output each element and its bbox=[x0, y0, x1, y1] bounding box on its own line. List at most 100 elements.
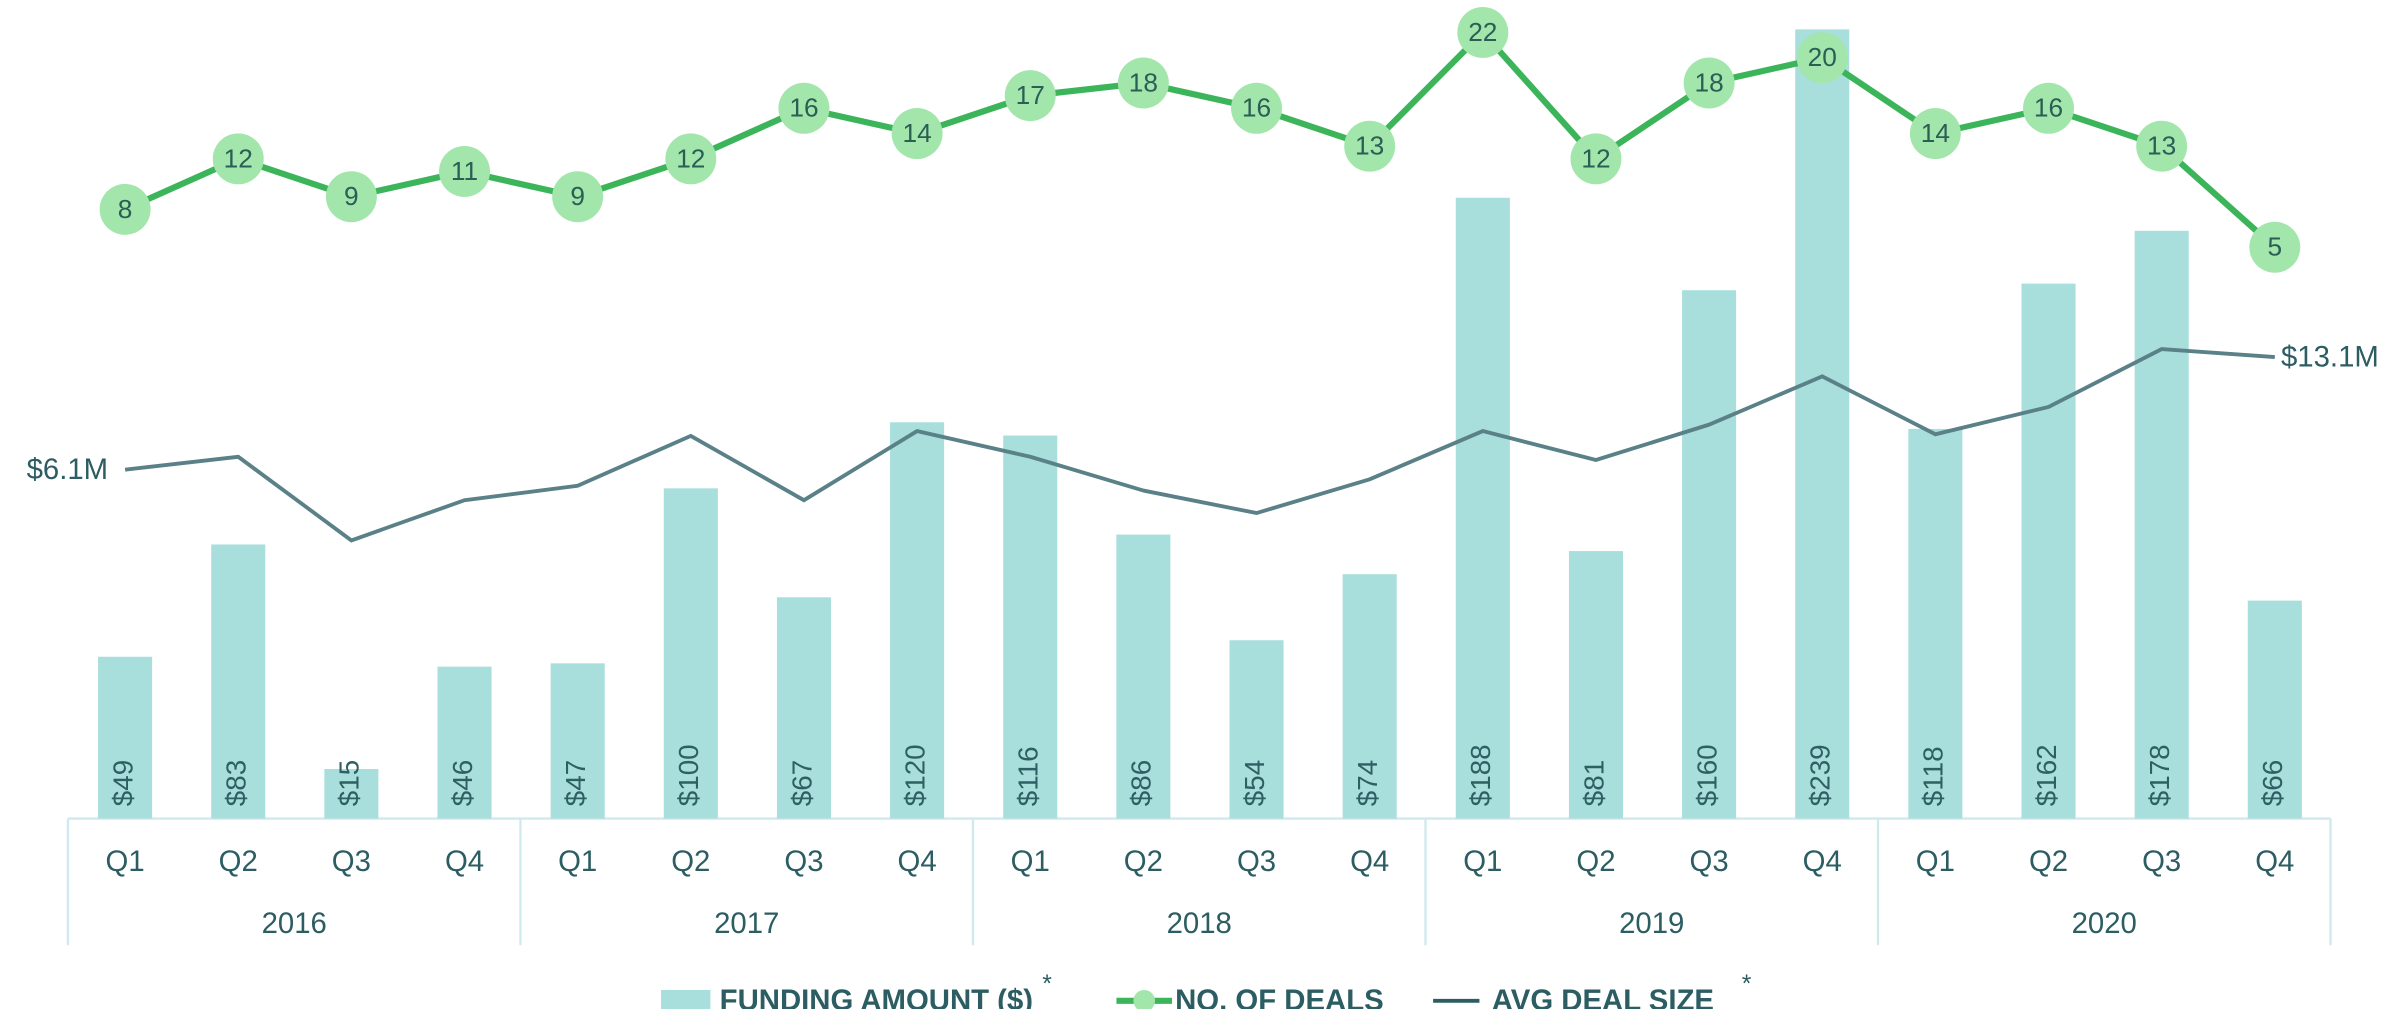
deal-marker bbox=[99, 183, 151, 235]
deal-value-label: 8 bbox=[118, 194, 133, 224]
bar bbox=[1455, 197, 1510, 819]
deal-value-label: 18 bbox=[1694, 67, 1723, 97]
bar bbox=[663, 488, 718, 819]
x-tick-label: Q1 bbox=[1011, 845, 1050, 878]
deal-marker bbox=[1344, 120, 1396, 172]
bar bbox=[1003, 435, 1058, 819]
avg-line bbox=[124, 347, 2275, 543]
bar bbox=[324, 769, 379, 819]
bar bbox=[2247, 600, 2302, 819]
bar bbox=[1795, 29, 1850, 819]
bar-value-label: $116 bbox=[1013, 746, 1044, 806]
avg-value-label: $13.1M bbox=[2281, 340, 2379, 373]
deal-value-label: 9 bbox=[570, 181, 585, 211]
x-tick-label: Q4 bbox=[445, 845, 484, 878]
bar-value-label: $83 bbox=[221, 760, 252, 806]
bar-value-label: $49 bbox=[107, 760, 138, 806]
bar bbox=[1342, 574, 1397, 819]
deal-value-label: 13 bbox=[2147, 131, 2176, 161]
deal-value-label: 14 bbox=[1921, 118, 1950, 148]
deal-marker bbox=[778, 82, 830, 134]
deal-value-label: 16 bbox=[789, 93, 818, 123]
x-tick-label: Q2 bbox=[671, 845, 710, 878]
bar-value-label: $81 bbox=[1578, 760, 1609, 806]
year-label: 2020 bbox=[2072, 907, 2137, 940]
bar-value-label: $178 bbox=[2144, 744, 2175, 806]
x-tick-label: Q4 bbox=[1350, 845, 1389, 878]
deal-marker bbox=[439, 145, 491, 197]
bar-value-label: $160 bbox=[1691, 744, 1722, 806]
x-tick-label: Q1 bbox=[106, 845, 145, 878]
bar bbox=[1229, 640, 1284, 819]
deal-value-label: 13 bbox=[1355, 131, 1384, 161]
year-label: 2019 bbox=[1619, 907, 1684, 940]
bar-value-label: $66 bbox=[2257, 760, 2288, 806]
bar-value-label: $188 bbox=[1465, 744, 1496, 806]
year-label: 2016 bbox=[262, 907, 327, 940]
bar-value-label: $46 bbox=[447, 760, 478, 806]
bar bbox=[550, 663, 605, 819]
bar-value-label: $120 bbox=[899, 744, 930, 806]
deal-value-label: 12 bbox=[1581, 143, 1610, 173]
deal-marker bbox=[1457, 6, 1509, 58]
bar bbox=[211, 544, 266, 819]
deal-marker bbox=[1796, 32, 1848, 84]
deal-marker bbox=[2023, 82, 2075, 134]
deal-value-label: 16 bbox=[2034, 93, 2063, 123]
x-tick-label: Q2 bbox=[219, 845, 258, 878]
deal-marker bbox=[1004, 70, 1056, 122]
x-tick-label: Q4 bbox=[1803, 845, 1842, 878]
deal-value-label: 20 bbox=[1808, 42, 1837, 72]
deal-value-label: 18 bbox=[1129, 67, 1158, 97]
x-tick-label: Q1 bbox=[1463, 845, 1502, 878]
x-tick-label: Q3 bbox=[1237, 845, 1276, 878]
deal-marker bbox=[1231, 82, 1283, 134]
x-tick-label: Q4 bbox=[2255, 845, 2294, 878]
x-tick-label: Q4 bbox=[898, 845, 937, 878]
bar bbox=[1568, 551, 1623, 819]
deal-value-label: 12 bbox=[676, 143, 705, 173]
x-tick-label: Q2 bbox=[2029, 845, 2068, 878]
deal-value-label: 16 bbox=[1242, 93, 1271, 123]
x-tick-label: Q2 bbox=[1124, 845, 1163, 878]
x-tick-label: Q3 bbox=[2142, 845, 2181, 878]
bar-value-label: $74 bbox=[1352, 760, 1383, 806]
deal-marker bbox=[665, 133, 717, 185]
bar bbox=[1116, 534, 1171, 819]
bar-value-label: $86 bbox=[1126, 760, 1157, 806]
deal-value-label: 14 bbox=[902, 118, 931, 148]
bar-value-label: $162 bbox=[2031, 744, 2062, 806]
bar bbox=[2134, 230, 2189, 819]
bar bbox=[437, 666, 492, 819]
legend-swatch bbox=[661, 989, 711, 1009]
deal-marker bbox=[1909, 108, 1961, 160]
x-tick-label: Q3 bbox=[784, 845, 823, 878]
legend-label: FUNDING AMOUNT ($) bbox=[720, 984, 1033, 1009]
deal-marker bbox=[1683, 57, 1735, 109]
deal-value-label: 17 bbox=[1016, 80, 1045, 110]
legend-footnote: * bbox=[1742, 971, 1752, 998]
bar-value-label: $47 bbox=[560, 760, 591, 806]
deal-marker bbox=[2136, 120, 2188, 172]
year-label: 2018 bbox=[1167, 907, 1232, 940]
bar-value-label: $239 bbox=[1805, 744, 1836, 806]
deal-marker bbox=[891, 108, 943, 160]
x-tick-label: Q1 bbox=[558, 845, 597, 878]
x-tick-label: Q3 bbox=[332, 845, 371, 878]
bar-value-label: $118 bbox=[1918, 746, 1949, 806]
bar bbox=[1908, 428, 1963, 819]
deal-value-label: 22 bbox=[1468, 17, 1497, 47]
deal-value-label: 12 bbox=[224, 143, 253, 173]
x-tick-label: Q3 bbox=[1690, 845, 1729, 878]
bar bbox=[2021, 283, 2076, 819]
year-label: 2017 bbox=[714, 907, 779, 940]
bar bbox=[98, 656, 153, 819]
deal-value-label: 9 bbox=[344, 181, 359, 211]
deal-marker bbox=[552, 171, 604, 223]
x-tick-label: Q2 bbox=[1576, 845, 1615, 878]
bar bbox=[1682, 290, 1737, 819]
legend-label: AVG DEAL SIZE bbox=[1492, 984, 1714, 1009]
avg-value-label: $6.1M bbox=[27, 453, 109, 486]
bar-value-label: $67 bbox=[786, 760, 817, 806]
